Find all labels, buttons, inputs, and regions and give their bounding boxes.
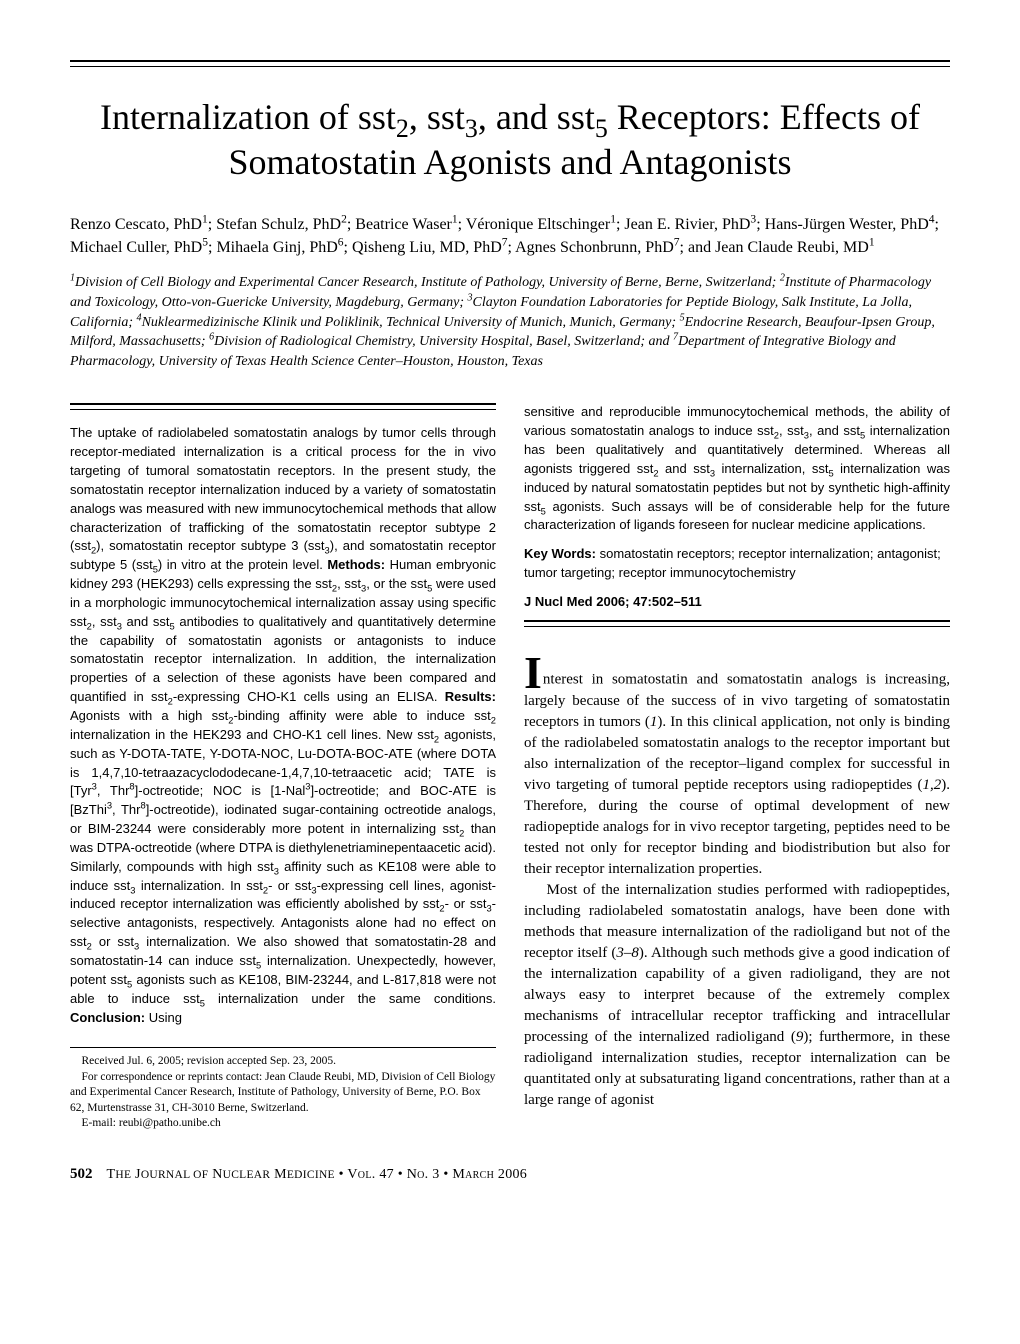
keywords: Key Words: somatostatin receptors; recep… xyxy=(524,545,950,583)
journal-footer-line: THE JOURNAL OF NUCLEAR MEDICINE • Vol. 4… xyxy=(107,1166,528,1185)
footnote-line: Received Jul. 6, 2005; revision accepted… xyxy=(70,1054,496,1070)
footnote-separator xyxy=(70,1047,496,1048)
journal-reference: J Nucl Med 2006; 47:502–511 xyxy=(524,593,950,611)
page-footer: 502 THE JOURNAL OF NUCLEAR MEDICINE • Vo… xyxy=(70,1164,950,1185)
footnote-line: For correspondence or reprints contact: … xyxy=(70,1070,496,1117)
abstract-left: The uptake of radiolabeled somatostatin … xyxy=(70,424,496,1027)
authors-line: Renzo Cescato, PhD1; Stefan Schulz, PhD2… xyxy=(70,213,950,259)
body-paragraph: Most of the internalization studies perf… xyxy=(524,880,950,1111)
two-column-layout: The uptake of radiolabeled somatostatin … xyxy=(70,403,950,1132)
body-text: Interest in somatostatin and somatostati… xyxy=(524,657,950,1110)
dropcap: I xyxy=(524,647,543,698)
page-rule-thin xyxy=(70,66,950,67)
page-rule-thick xyxy=(70,60,950,62)
body-paragraph-text: nterest in somatostatin and somatostatin… xyxy=(524,672,950,877)
right-column: sensitive and reproducible immunocytoche… xyxy=(524,403,950,1132)
footnotes: Received Jul. 6, 2005; revision accepted… xyxy=(70,1054,496,1132)
page-number: 502 xyxy=(70,1164,93,1184)
affiliations: 1Division of Cell Biology and Experiment… xyxy=(70,273,950,371)
abstract-rule-thin xyxy=(70,409,496,410)
keywords-label: Key Words: xyxy=(524,546,596,561)
body-paragraph: Interest in somatostatin and somatostati… xyxy=(524,657,950,879)
abstract-right: sensitive and reproducible immunocytoche… xyxy=(524,403,950,535)
footnote-line: E-mail: reubi@patho.unibe.ch xyxy=(70,1116,496,1132)
left-column: The uptake of radiolabeled somatostatin … xyxy=(70,403,496,1132)
abstract-end-rule-thick xyxy=(524,620,950,622)
abstract-rule-thick xyxy=(70,403,496,405)
abstract-end-rule-thin xyxy=(524,626,950,627)
article-title: Internalization of sst2, sst3, and sst5 … xyxy=(70,95,950,185)
